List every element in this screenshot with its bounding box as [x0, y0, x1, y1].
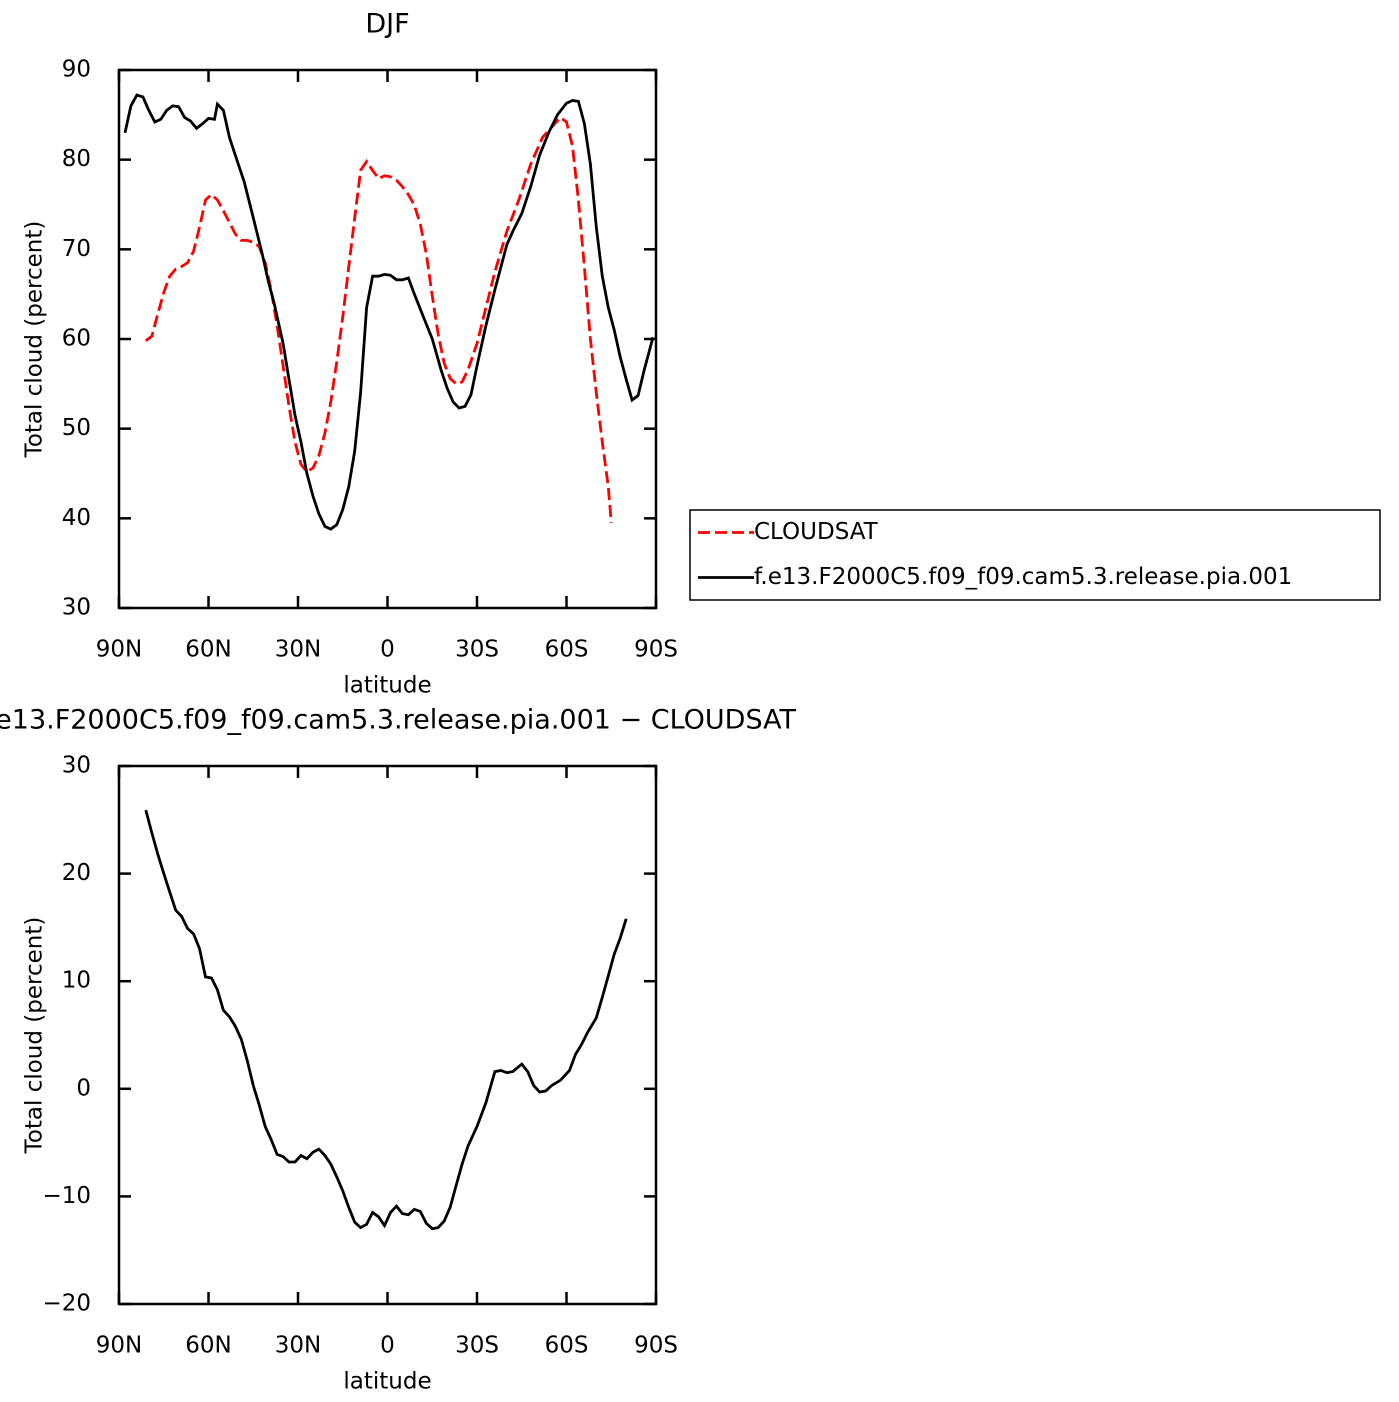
plot-frame	[117, 764, 658, 1306]
data-line	[144, 115, 613, 523]
x-tick-label: 60N	[185, 1333, 231, 1359]
x-tick-label: 0	[380, 637, 395, 663]
chart-title: f.e13.F2000C5.f09_f09.cam5.3.release.pia…	[0, 705, 796, 736]
data-line	[123, 93, 655, 531]
y-axis-label: Total cloud (percent)	[22, 917, 48, 1155]
y-axis-label: Total cloud (percent)	[22, 221, 48, 459]
x-axis-label: latitude	[343, 673, 431, 699]
legend-box	[689, 509, 1381, 601]
y-tick-label: 40	[62, 505, 91, 531]
x-tick-label: 90S	[634, 637, 678, 663]
y-tick-label: 50	[62, 415, 91, 441]
y-tick-label: 0	[76, 1075, 91, 1101]
plot-frame	[117, 68, 658, 610]
x-tick-label: 0	[380, 1333, 395, 1359]
x-tick-label: 90N	[96, 637, 142, 663]
y-tick-label: 10	[62, 968, 91, 994]
x-tick-label: 90N	[96, 1333, 142, 1359]
x-tick-label: 30N	[275, 1333, 321, 1359]
x-tick-label: 60S	[545, 637, 589, 663]
x-axis-label: latitude	[343, 1369, 431, 1395]
y-tick-label: 80	[62, 146, 91, 172]
y-tick-label: 30	[62, 595, 91, 621]
legend-label: f.e13.F2000C5.f09_f09.cam5.3.release.pia…	[754, 564, 1292, 590]
legend-label: CLOUDSAT	[754, 519, 879, 545]
y-tick-label: −20	[42, 1291, 91, 1317]
y-tick-label: 70	[62, 236, 91, 262]
y-tick-label: 60	[62, 326, 91, 352]
y-tick-label: −10	[42, 1183, 91, 1209]
chart-title: DJF	[365, 9, 409, 40]
x-tick-label: 60N	[185, 637, 231, 663]
data-line	[144, 809, 628, 1231]
y-tick-label: 30	[62, 753, 91, 779]
y-tick-label: 90	[62, 57, 91, 83]
x-tick-label: 30S	[455, 637, 499, 663]
x-tick-label: 90S	[634, 1333, 678, 1359]
x-tick-label: 30N	[275, 637, 321, 663]
y-tick-label: 20	[62, 860, 91, 886]
x-tick-label: 30S	[455, 1333, 499, 1359]
x-tick-label: 60S	[545, 1333, 589, 1359]
